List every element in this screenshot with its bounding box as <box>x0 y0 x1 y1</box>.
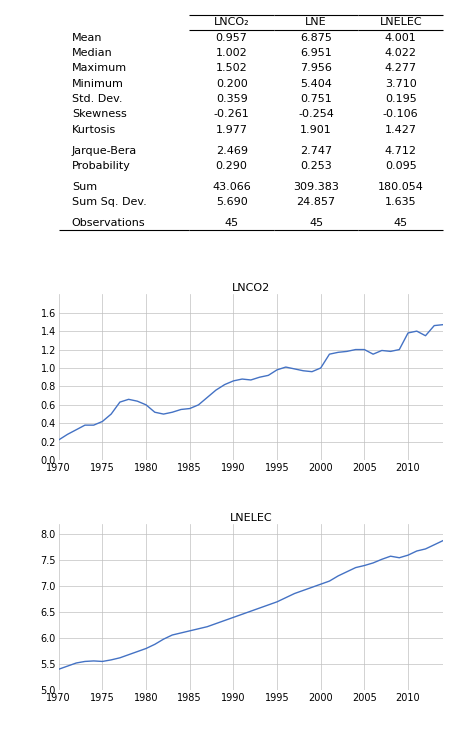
Title: LNELEC: LNELEC <box>229 513 272 523</box>
Title: LNCO2: LNCO2 <box>231 283 269 294</box>
